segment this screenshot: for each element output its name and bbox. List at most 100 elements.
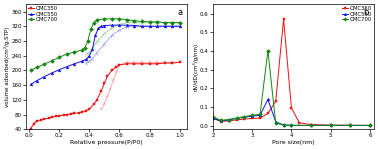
OMC350: [110, 69, 114, 71]
OMC550: [309, 124, 313, 126]
OMC700: [50, 60, 54, 62]
OMC350: [155, 63, 159, 65]
OMC350: [57, 115, 62, 117]
OMC350: [218, 121, 223, 122]
OMC700: [242, 116, 246, 117]
OMC550: [250, 115, 254, 117]
OMC350: [226, 120, 231, 122]
OMC550: [147, 25, 152, 27]
OMC700: [218, 119, 223, 121]
OMC350: [348, 124, 353, 126]
OMC350: [84, 110, 88, 111]
Line: OMC700: OMC700: [29, 17, 181, 72]
OMC700: [226, 119, 231, 120]
OMC550: [170, 25, 174, 27]
OMC550: [234, 118, 239, 119]
Y-axis label: volume adsorbed(cm³/g.STP): volume adsorbed(cm³/g.STP): [4, 27, 10, 107]
OMC550: [218, 120, 223, 122]
OMC350: [289, 107, 294, 109]
OMC700: [88, 28, 93, 30]
OMC350: [162, 62, 167, 64]
OMC350: [234, 119, 239, 121]
OMC350: [132, 63, 137, 65]
OMC700: [82, 47, 87, 48]
OMC350: [105, 75, 110, 77]
OMC700: [170, 22, 174, 23]
OMC700: [273, 122, 278, 124]
X-axis label: Relative pressure(P/P0): Relative pressure(P/P0): [70, 140, 143, 145]
OMC700: [281, 124, 286, 126]
OMC550: [42, 76, 46, 77]
OMC350: [242, 118, 246, 120]
OMC700: [155, 21, 159, 23]
OMC350: [125, 63, 129, 65]
OMC350: [94, 99, 99, 101]
OMC700: [102, 18, 107, 20]
Line: OMC350: OMC350: [212, 18, 371, 127]
OMC550: [289, 124, 294, 126]
OMC350: [34, 120, 39, 122]
OMC550: [93, 35, 98, 36]
OMC700: [234, 117, 239, 119]
OMC550: [84, 58, 88, 60]
OMC700: [91, 22, 96, 23]
OMC350: [42, 118, 46, 120]
OMC550: [102, 25, 107, 26]
OMC350: [80, 111, 84, 113]
OMC350: [65, 114, 69, 115]
OMC700: [162, 22, 167, 23]
OMC550: [155, 25, 159, 27]
OMC550: [140, 25, 144, 27]
OMC350: [91, 103, 96, 105]
OMC550: [96, 27, 101, 29]
OMC550: [72, 63, 77, 65]
OMC550: [211, 118, 215, 119]
OMC350: [258, 117, 262, 119]
OMC700: [117, 18, 122, 20]
OMC550: [368, 124, 372, 126]
OMC350: [117, 64, 122, 66]
OMC350: [309, 124, 313, 125]
OMC550: [328, 124, 333, 126]
OMC350: [102, 82, 107, 84]
OMC700: [140, 21, 144, 22]
Line: OMC350: OMC350: [29, 61, 181, 130]
Line: OMC700: OMC700: [212, 49, 371, 127]
OMC700: [85, 40, 90, 42]
Text: a: a: [177, 8, 182, 17]
OMC700: [42, 63, 46, 65]
OMC550: [28, 83, 33, 85]
OMC350: [50, 116, 54, 118]
OMC700: [57, 56, 62, 58]
OMC700: [258, 113, 262, 115]
OMC550: [125, 24, 129, 26]
OMC350: [99, 90, 104, 91]
OMC350: [114, 66, 119, 68]
OMC350: [62, 114, 66, 116]
OMC350: [77, 112, 81, 114]
OMC700: [328, 124, 333, 126]
OMC350: [328, 124, 333, 126]
OMC550: [99, 25, 104, 27]
OMC700: [250, 114, 254, 116]
OMC350: [72, 112, 77, 114]
OMC700: [94, 19, 99, 21]
OMC550: [348, 124, 353, 126]
OMC700: [28, 69, 33, 71]
OMC700: [125, 19, 129, 21]
Y-axis label: dV/dD(cm³/g/nm): dV/dD(cm³/g/nm): [193, 43, 199, 91]
OMC700: [110, 18, 114, 20]
OMC550: [65, 66, 69, 68]
OMC700: [132, 20, 137, 22]
Legend: OMC350, OMC550, OMC700: OMC350, OMC550, OMC700: [27, 5, 59, 23]
OMC700: [211, 116, 215, 117]
OMC350: [46, 117, 51, 119]
OMC350: [54, 115, 59, 117]
OMC550: [242, 116, 246, 118]
OMC700: [266, 50, 270, 52]
OMC700: [289, 124, 294, 126]
OMC550: [90, 48, 94, 50]
OMC700: [368, 124, 372, 126]
Line: OMC550: OMC550: [29, 24, 181, 86]
OMC350: [266, 112, 270, 114]
